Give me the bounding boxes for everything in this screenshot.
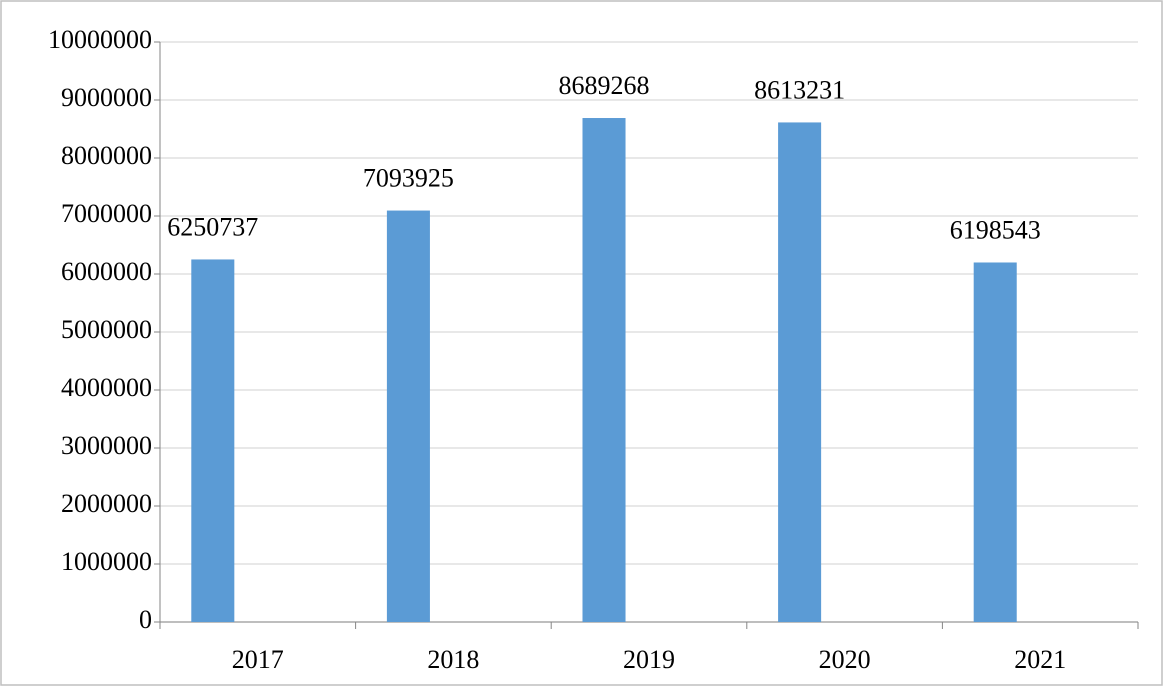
bar [778, 122, 822, 622]
y-tick-label: 4000000 [61, 373, 152, 402]
y-tick-label: 1000000 [61, 547, 152, 576]
bar [973, 262, 1017, 622]
y-tick-label: 3000000 [61, 431, 152, 460]
x-tick-label: 2017 [232, 645, 284, 674]
y-tick-label: 2000000 [61, 489, 152, 518]
bar [191, 259, 235, 622]
y-tick-label: 0 [139, 605, 152, 634]
y-tick-label: 7000000 [61, 199, 152, 228]
y-tick-label: 9000000 [61, 83, 152, 112]
x-tick-label: 2018 [427, 645, 479, 674]
bar [386, 210, 430, 622]
x-tick-label: 2019 [623, 645, 675, 674]
bar [582, 118, 626, 622]
x-tick-label: 2021 [1014, 645, 1066, 674]
y-tick-label: 8000000 [61, 141, 152, 170]
value-label: 7093925 [363, 164, 454, 193]
value-label: 6198543 [950, 215, 1041, 244]
y-tick-label: 10000000 [48, 25, 152, 54]
value-label: 6250737 [167, 212, 258, 241]
y-tick-label: 6000000 [61, 257, 152, 286]
value-label: 8613231 [754, 75, 845, 104]
y-tick-label: 5000000 [61, 315, 152, 344]
value-label: 8689268 [559, 71, 650, 100]
x-tick-label: 2020 [819, 645, 871, 674]
